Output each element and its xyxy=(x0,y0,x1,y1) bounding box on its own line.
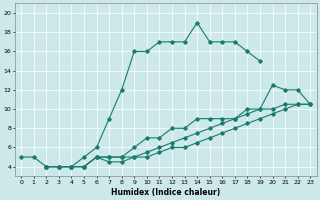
X-axis label: Humidex (Indice chaleur): Humidex (Indice chaleur) xyxy=(111,188,220,197)
